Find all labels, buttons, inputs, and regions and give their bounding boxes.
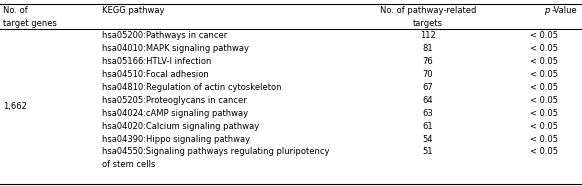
Text: KEGG pathway: KEGG pathway bbox=[102, 6, 164, 15]
Text: < 0.05: < 0.05 bbox=[530, 57, 558, 66]
Text: hsa05205:Proteoglycans in cancer: hsa05205:Proteoglycans in cancer bbox=[102, 96, 247, 105]
Text: -Value: -Value bbox=[551, 6, 577, 15]
Text: 64: 64 bbox=[423, 96, 433, 105]
Text: hsa04024:cAMP signaling pathway: hsa04024:cAMP signaling pathway bbox=[102, 109, 248, 118]
Text: < 0.05: < 0.05 bbox=[530, 134, 558, 144]
Text: < 0.05: < 0.05 bbox=[530, 109, 558, 118]
Text: < 0.05: < 0.05 bbox=[530, 44, 558, 53]
Text: 63: 63 bbox=[423, 109, 433, 118]
Text: targets: targets bbox=[413, 19, 443, 28]
Text: hsa05166:HTLV-I infection: hsa05166:HTLV-I infection bbox=[102, 57, 211, 66]
Text: < 0.05: < 0.05 bbox=[530, 83, 558, 92]
Text: hsa04510:Focal adhesion: hsa04510:Focal adhesion bbox=[102, 70, 208, 79]
Text: of stem cells: of stem cells bbox=[102, 160, 155, 169]
Text: hsa04010:MAPK signaling pathway: hsa04010:MAPK signaling pathway bbox=[102, 44, 249, 53]
Text: < 0.05: < 0.05 bbox=[530, 70, 558, 79]
Text: hsa04390:Hippo signaling pathway: hsa04390:Hippo signaling pathway bbox=[102, 134, 250, 144]
Text: 1,662: 1,662 bbox=[3, 102, 27, 111]
Text: hsa04020:Calcium signaling pathway: hsa04020:Calcium signaling pathway bbox=[102, 122, 259, 131]
Text: < 0.05: < 0.05 bbox=[530, 122, 558, 131]
Text: 81: 81 bbox=[423, 44, 433, 53]
Text: 54: 54 bbox=[423, 134, 433, 144]
Text: 61: 61 bbox=[423, 122, 433, 131]
Text: 76: 76 bbox=[423, 57, 433, 66]
Text: hsa04810:Regulation of actin cytoskeleton: hsa04810:Regulation of actin cytoskeleto… bbox=[102, 83, 281, 92]
Text: p: p bbox=[544, 6, 549, 15]
Text: No. of pathway-related: No. of pathway-related bbox=[379, 6, 476, 15]
Text: < 0.05: < 0.05 bbox=[530, 147, 558, 156]
Text: 112: 112 bbox=[420, 31, 436, 40]
Text: 70: 70 bbox=[423, 70, 433, 79]
Text: target genes: target genes bbox=[3, 19, 57, 28]
Text: 67: 67 bbox=[423, 83, 433, 92]
Text: < 0.05: < 0.05 bbox=[530, 31, 558, 40]
Text: hsa05200:Pathways in cancer: hsa05200:Pathways in cancer bbox=[102, 31, 227, 40]
Text: < 0.05: < 0.05 bbox=[530, 96, 558, 105]
Text: hsa04550:Signaling pathways regulating pluripotency: hsa04550:Signaling pathways regulating p… bbox=[102, 147, 329, 156]
Text: No. of: No. of bbox=[3, 6, 28, 15]
Text: 51: 51 bbox=[423, 147, 433, 156]
